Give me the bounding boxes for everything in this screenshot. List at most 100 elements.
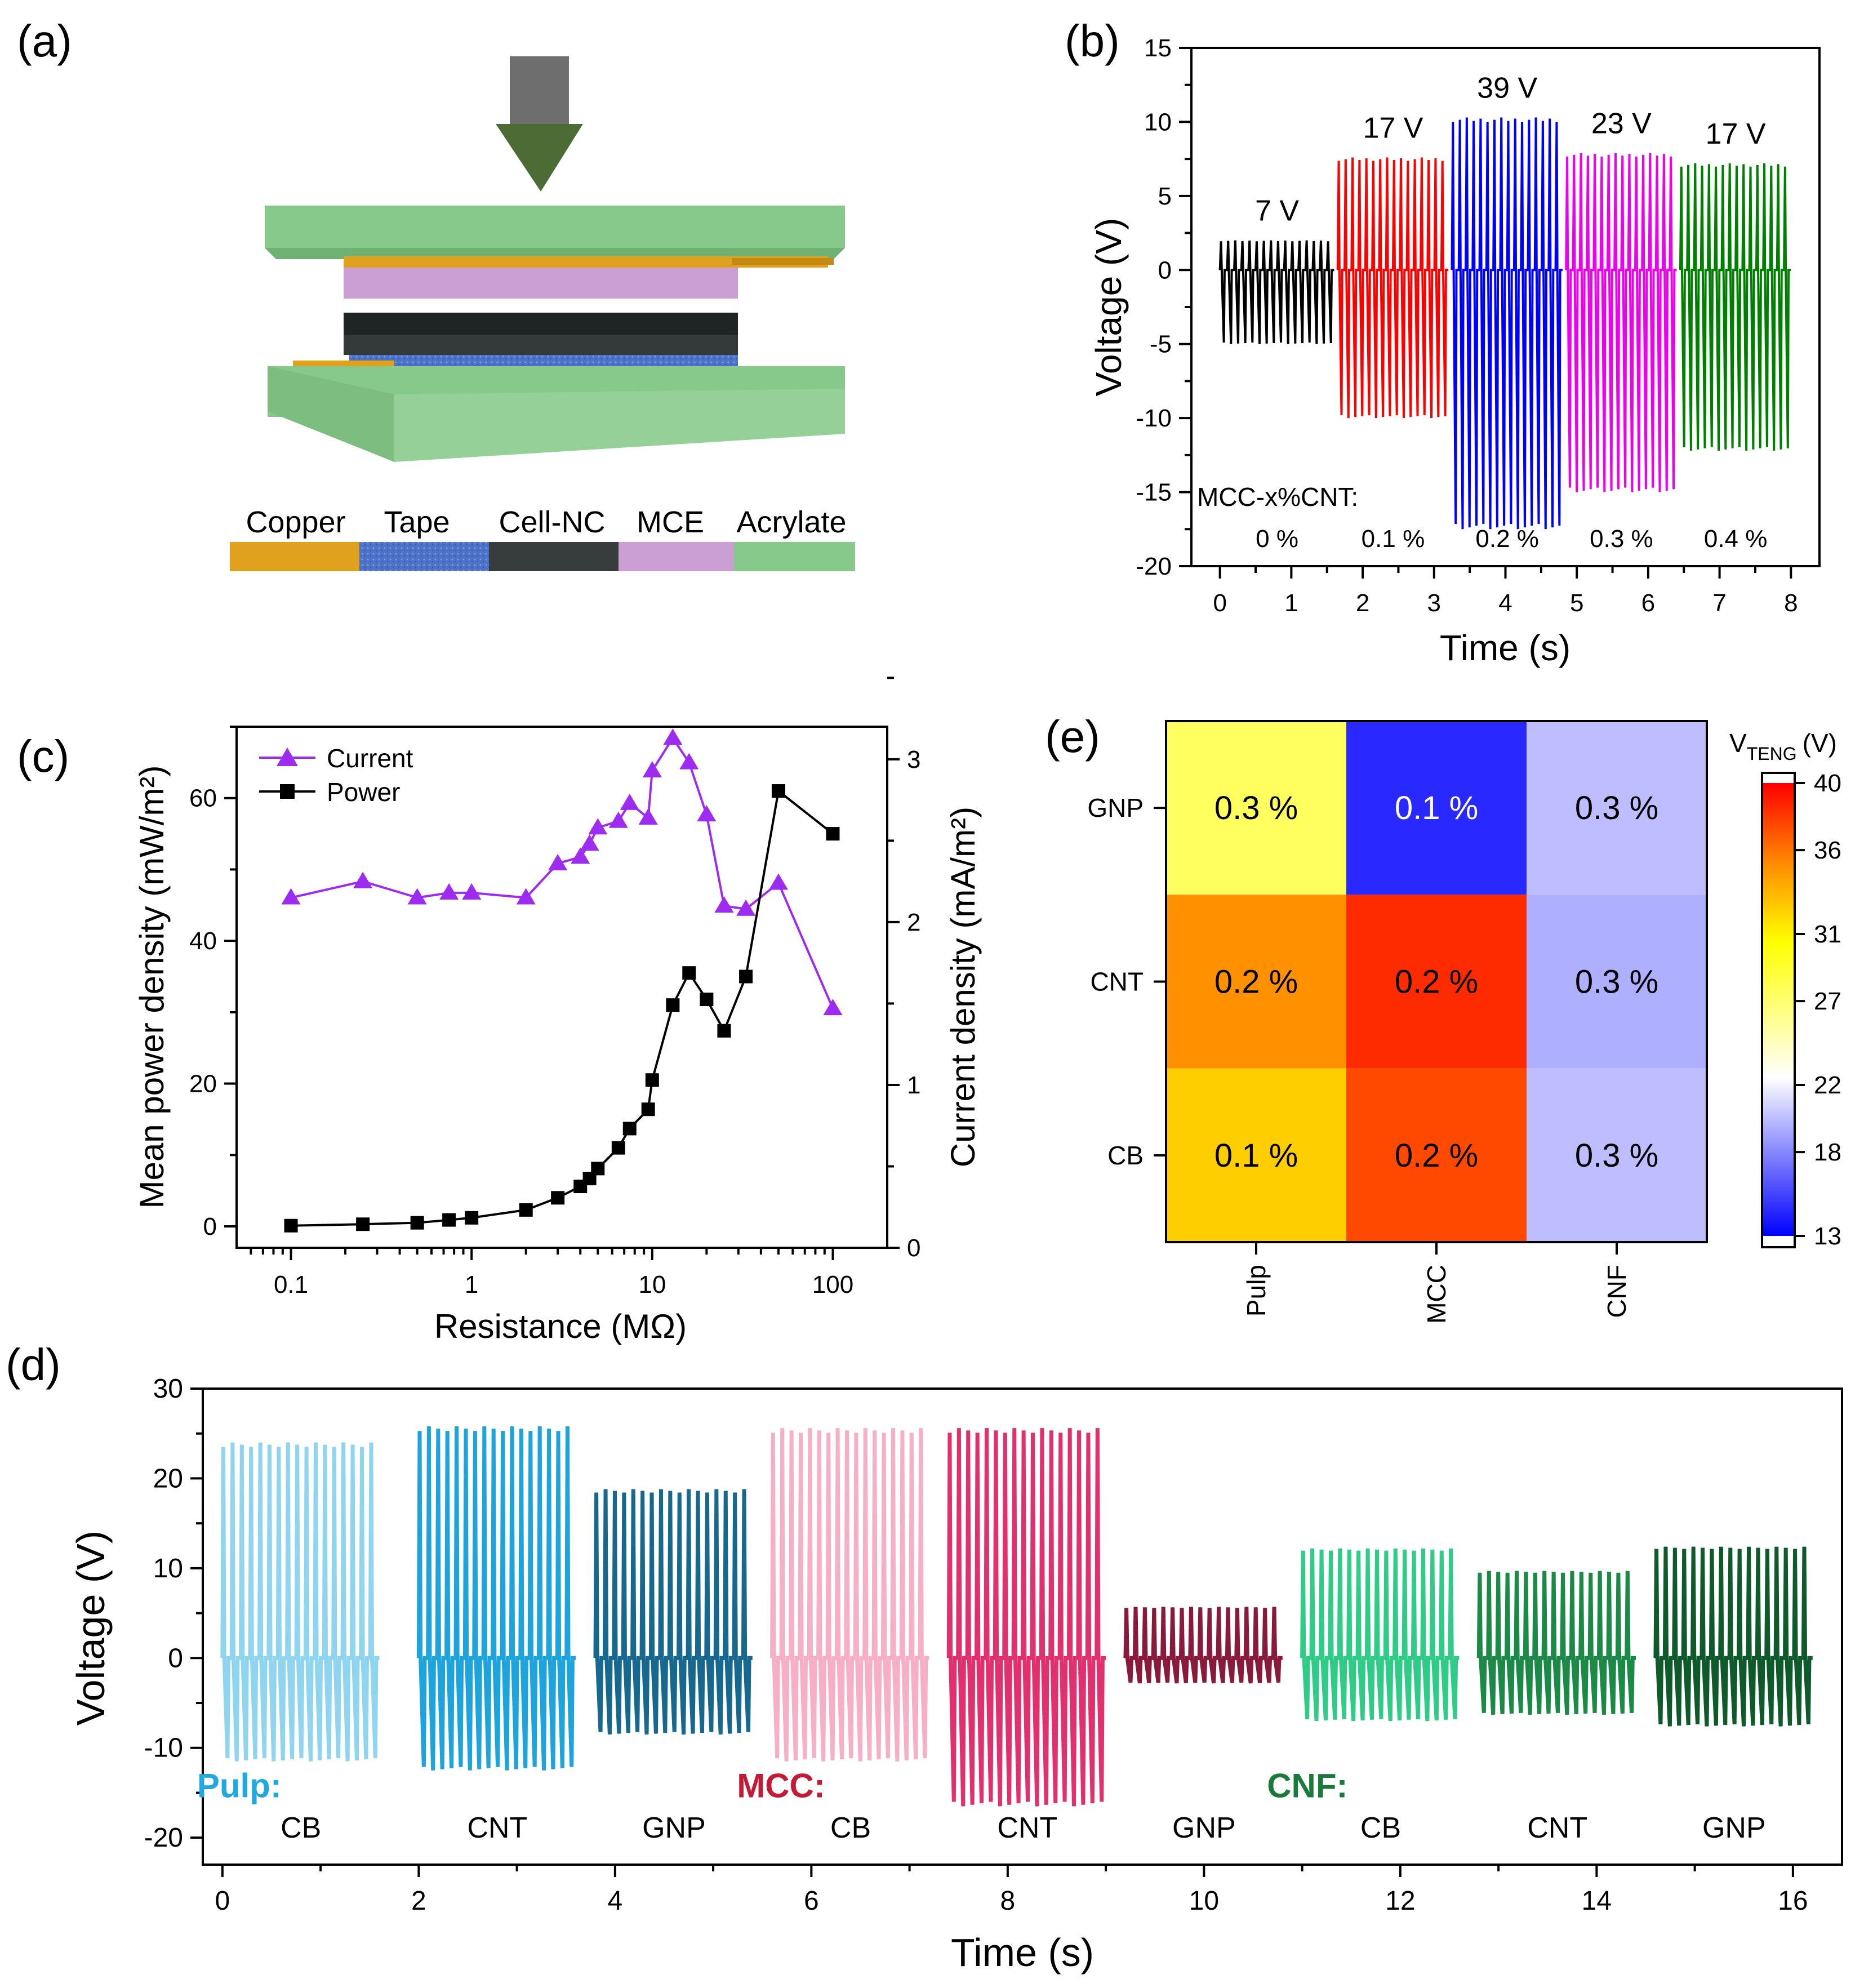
panel-b-y-tick-label: 0 <box>1158 256 1172 284</box>
current-point <box>768 873 788 890</box>
panel-c-right-tick-label: 3 <box>907 746 920 773</box>
legend-tape-swatch <box>359 542 489 571</box>
heatmap-cell <box>1166 895 1346 1069</box>
panel-c: (c) 0.1 1 10 100 0 20 40 60 0 1 2 3 Current Power R… <box>17 677 982 1345</box>
panel-b-peak-label: 39 V <box>1477 72 1537 105</box>
panel-d-y-tick-label: 0 <box>168 1643 183 1673</box>
panel-b-y-ticks: -20 -15 -10 -5 0 5 10 15 <box>1136 34 1191 580</box>
panel-c-plot <box>281 728 843 1233</box>
panel-b-series-trace <box>1679 163 1791 451</box>
panel-b-series-trace <box>1565 153 1677 492</box>
colorbar-tick-label: 22 <box>1814 1071 1841 1099</box>
panel-b-peak-label: 17 V <box>1706 118 1766 150</box>
panel-c-ticks: 0.1 1 10 100 0 20 40 60 0 1 2 3 <box>189 677 920 1298</box>
panel-b-plot <box>1218 117 1791 530</box>
panel-e: (e) 0.3 % 0.1 % 0.3 %0.2 % 0.2 % 0.3 %0.1 % 0… <box>1045 711 1841 1324</box>
panel-b-y-tick-label: 10 <box>1144 108 1172 136</box>
panel-d-series-trace <box>1653 1546 1813 1727</box>
panel-b-y-tick-label: -15 <box>1136 479 1172 506</box>
legend-current-marker <box>277 748 298 766</box>
panel-b-series-labels: 7 V 0 % 17 V 0.1 % 39 V 0.2 % 23 V 0.3 % 17 V 0.4… <box>1255 72 1767 553</box>
heatmap-cell-label: 0.3 % <box>1575 790 1658 826</box>
panel-b-series-name: 0.3 % <box>1590 525 1653 553</box>
heatmap-cell <box>1527 1068 1707 1242</box>
panel-d-group-label: MCC: <box>737 1767 825 1804</box>
panel-d-x-tick-label: 10 <box>1189 1886 1219 1916</box>
panel-d-series-name: CB <box>281 1812 321 1844</box>
heatmap-cell-label: 0.1 % <box>1214 1137 1298 1174</box>
panel-b-series-trace <box>1336 157 1449 419</box>
panel-e-col-label: CNF <box>1602 1265 1631 1318</box>
panel-d-series-name: CB <box>1360 1812 1401 1844</box>
panel-d-x-tick-label: 8 <box>1000 1886 1016 1916</box>
heatmap-cell-label: 0.2 % <box>1395 963 1478 1000</box>
mce-layer <box>344 268 738 299</box>
current-point <box>642 761 662 778</box>
heatmap-cell <box>1346 721 1527 895</box>
power-point <box>356 1217 370 1231</box>
panel-c-right-axis-title: Current density (mA/m²) <box>944 807 982 1167</box>
panel-b-x-tick-label: 6 <box>1641 589 1655 617</box>
panel-d-x-axis-title: Time (s) <box>951 1931 1094 1974</box>
current-point <box>516 888 536 905</box>
teng-device-illustration <box>265 56 845 462</box>
panel-d-series-trace <box>1123 1607 1283 1684</box>
colorbar-title-unit: (V) <box>1803 728 1837 758</box>
heatmap-cell <box>1527 895 1707 1069</box>
panel-c-x-tick-label: 1 <box>465 1271 478 1298</box>
current-point <box>462 883 482 900</box>
current-point <box>697 805 717 822</box>
panel-d-series-name: GNP <box>1172 1812 1236 1844</box>
current-point <box>663 728 683 745</box>
colorbar-tick-label: 18 <box>1814 1138 1841 1166</box>
panel-b-x-tick-label: 5 <box>1570 589 1583 617</box>
power-point <box>410 1216 424 1230</box>
panel-b-y-tick-label: 15 <box>1144 34 1172 62</box>
power-point <box>551 1191 565 1205</box>
power-point <box>622 1122 637 1136</box>
panel-e-col-label: MCC <box>1422 1265 1451 1324</box>
heatmap-cell-label: 0.2 % <box>1214 963 1298 1000</box>
legend-current-label: Current <box>327 744 413 773</box>
heatmap-cell <box>1166 1068 1346 1242</box>
panel-e-row-label: CB <box>1107 1141 1144 1170</box>
panel-c-right-tick-label: 2 <box>907 909 920 936</box>
panel-d-series-trace <box>220 1442 380 1762</box>
power-point <box>771 784 785 798</box>
panel-d-ticks: 0 2 4 6 8 10 12 14 16 -20 -10 0 10 20 30 <box>144 1374 1808 1916</box>
legend-cell-nc-label: Cell-NC <box>499 505 606 539</box>
power-point <box>666 998 680 1012</box>
panel-b-peak-label: 23 V <box>1591 108 1652 140</box>
panel-d-series-labels: CB CNT GNP CB CNT GNP CB CNT GNP Pulp: MCC: CNF: <box>197 1767 1766 1844</box>
panel-b-y-axis-title: Voltage (V) <box>1088 218 1129 397</box>
top-copper-layer <box>344 256 828 268</box>
panel-e-label: (e) <box>1045 711 1100 762</box>
cell-nc-layer <box>344 313 738 335</box>
power-point <box>641 1102 655 1117</box>
panel-d-series-name: CNT <box>467 1812 527 1844</box>
panel-d-x-tick-label: 0 <box>215 1886 230 1916</box>
panel-c-legend: Current Power <box>259 744 413 807</box>
power-point <box>591 1162 605 1176</box>
panel-d-y-tick-label: 10 <box>153 1554 183 1584</box>
panel-c-left-tick-label: 60 <box>189 785 217 812</box>
panel-c-left-axis-title: Mean power density (mW/m²) <box>133 766 171 1209</box>
panel-d-series-name: CNT <box>1527 1812 1587 1844</box>
current-point <box>638 808 658 825</box>
panel-b-peak-label: 17 V <box>1363 112 1423 145</box>
panel-d-x-tick-label: 12 <box>1385 1886 1415 1916</box>
panel-b-series-name: 0.1 % <box>1362 525 1425 553</box>
colorbar-title-sub: TENG <box>1747 744 1797 764</box>
power-point <box>739 969 753 984</box>
panel-d-y-axis-title: Voltage (V) <box>69 1531 113 1725</box>
panel-d-frame <box>202 1387 1843 1866</box>
panel-d-series-trace <box>1300 1548 1460 1722</box>
panel-d-y-tick-label: -10 <box>144 1733 183 1763</box>
power-series-line <box>291 789 834 1227</box>
panel-c-x-axis-title: Resistance (MΩ) <box>434 1307 687 1345</box>
panel-b-x-axis-title: Time (s) <box>1440 628 1571 668</box>
panel-d-label: (d) <box>6 1340 61 1390</box>
heatmap-cell-label: 0.2 % <box>1395 1137 1478 1174</box>
panel-d-series-trace <box>416 1426 576 1771</box>
